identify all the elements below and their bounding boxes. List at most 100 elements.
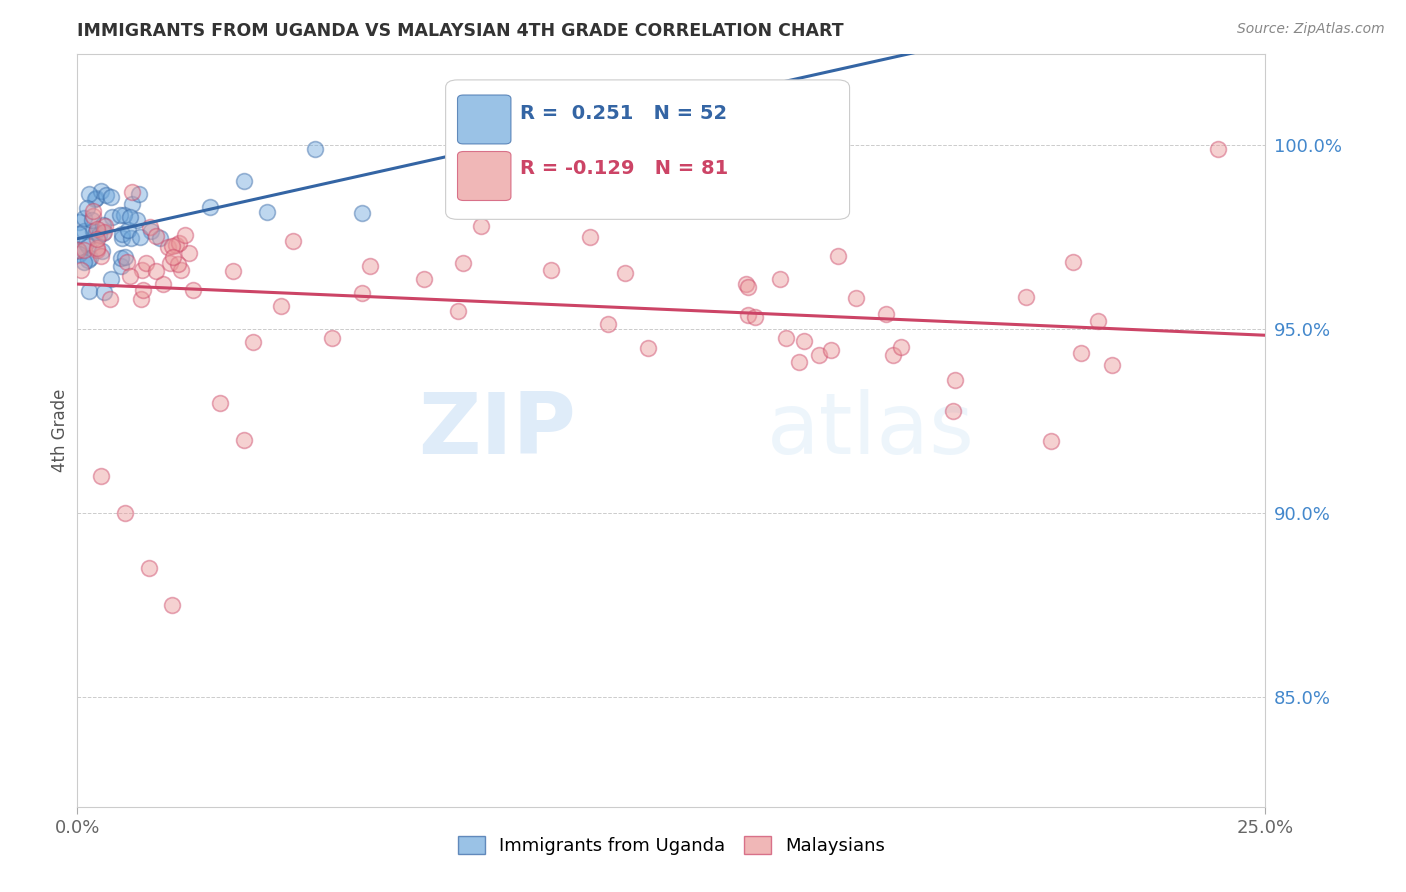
Point xyxy=(1040,434,1063,448)
Point xyxy=(200,200,222,214)
Point xyxy=(1087,313,1109,327)
Text: ZIP: ZIP xyxy=(419,389,576,472)
Point xyxy=(93,219,115,234)
Point xyxy=(91,244,114,259)
Point xyxy=(118,269,141,284)
Point xyxy=(110,251,132,265)
Point xyxy=(83,193,105,207)
Point xyxy=(131,262,153,277)
Point xyxy=(162,250,184,264)
Point xyxy=(768,272,790,286)
Point xyxy=(181,283,204,297)
Y-axis label: 4th Grade: 4th Grade xyxy=(51,389,69,472)
Point xyxy=(93,285,115,299)
Point xyxy=(110,230,132,244)
Point xyxy=(76,239,98,253)
Point xyxy=(613,266,636,280)
Point xyxy=(90,249,112,263)
Point xyxy=(875,307,897,321)
Point xyxy=(470,219,492,233)
Point xyxy=(890,340,912,354)
Point xyxy=(598,318,620,332)
Point xyxy=(232,433,254,447)
Point xyxy=(93,227,115,241)
Point xyxy=(1206,142,1229,156)
Point xyxy=(162,598,184,612)
Point xyxy=(135,256,157,270)
Point xyxy=(77,187,100,202)
Point xyxy=(141,224,163,238)
Point xyxy=(86,221,108,235)
Point xyxy=(114,506,136,520)
Point xyxy=(100,190,122,204)
Point xyxy=(145,264,167,278)
Point xyxy=(110,208,132,222)
Point xyxy=(174,228,197,243)
Point xyxy=(73,224,96,238)
Point xyxy=(121,196,143,211)
Point xyxy=(540,262,562,277)
Point xyxy=(121,186,143,200)
Point xyxy=(120,210,142,224)
Point xyxy=(93,225,115,239)
Point xyxy=(882,348,904,362)
Point xyxy=(145,228,167,243)
Point xyxy=(67,243,90,257)
Point xyxy=(321,331,343,345)
Point xyxy=(737,280,759,294)
Point xyxy=(737,308,759,322)
Point xyxy=(166,257,188,271)
Point xyxy=(167,235,190,250)
Text: R = -0.129   N = 81: R = -0.129 N = 81 xyxy=(520,159,728,178)
Point xyxy=(242,335,264,350)
Point xyxy=(82,209,104,223)
Point xyxy=(1101,358,1123,372)
Point xyxy=(128,230,150,244)
Point xyxy=(256,204,278,219)
Text: R =  0.251   N = 52: R = 0.251 N = 52 xyxy=(520,104,728,123)
Point xyxy=(413,272,436,286)
Point xyxy=(114,250,136,264)
Point xyxy=(637,341,659,355)
Point xyxy=(86,225,108,239)
Point xyxy=(775,331,797,345)
Point xyxy=(138,219,160,234)
Text: atlas: atlas xyxy=(766,389,974,472)
Point xyxy=(170,263,193,277)
FancyBboxPatch shape xyxy=(457,95,510,144)
Point xyxy=(156,240,179,254)
Point xyxy=(75,236,97,251)
Legend: Immigrants from Uganda, Malaysians: Immigrants from Uganda, Malaysians xyxy=(450,829,893,863)
Point xyxy=(82,203,104,218)
Point xyxy=(128,186,150,201)
Point xyxy=(67,244,90,259)
Point xyxy=(820,343,842,358)
Point xyxy=(86,232,108,246)
Point xyxy=(77,284,100,298)
Point xyxy=(222,264,245,278)
Text: Source: ZipAtlas.com: Source: ZipAtlas.com xyxy=(1237,22,1385,37)
Point xyxy=(149,230,172,244)
Point xyxy=(90,469,112,483)
Point xyxy=(159,256,181,270)
Point xyxy=(112,208,135,222)
FancyBboxPatch shape xyxy=(457,152,510,201)
Point xyxy=(111,227,134,242)
Text: IMMIGRANTS FROM UGANDA VS MALAYSIAN 4TH GRADE CORRELATION CHART: IMMIGRANTS FROM UGANDA VS MALAYSIAN 4TH … xyxy=(77,22,844,40)
Point xyxy=(787,355,810,369)
Point xyxy=(79,251,101,265)
Point xyxy=(744,310,766,324)
Point xyxy=(101,210,124,224)
Point xyxy=(1070,346,1092,360)
Point xyxy=(73,211,96,226)
Point xyxy=(80,212,103,227)
Point xyxy=(304,142,326,156)
Point xyxy=(179,245,201,260)
Point xyxy=(67,227,90,241)
Point xyxy=(827,249,849,263)
Point xyxy=(232,174,254,188)
Point xyxy=(793,334,815,348)
Point xyxy=(125,213,148,227)
Point xyxy=(73,254,96,268)
Point xyxy=(110,259,132,273)
